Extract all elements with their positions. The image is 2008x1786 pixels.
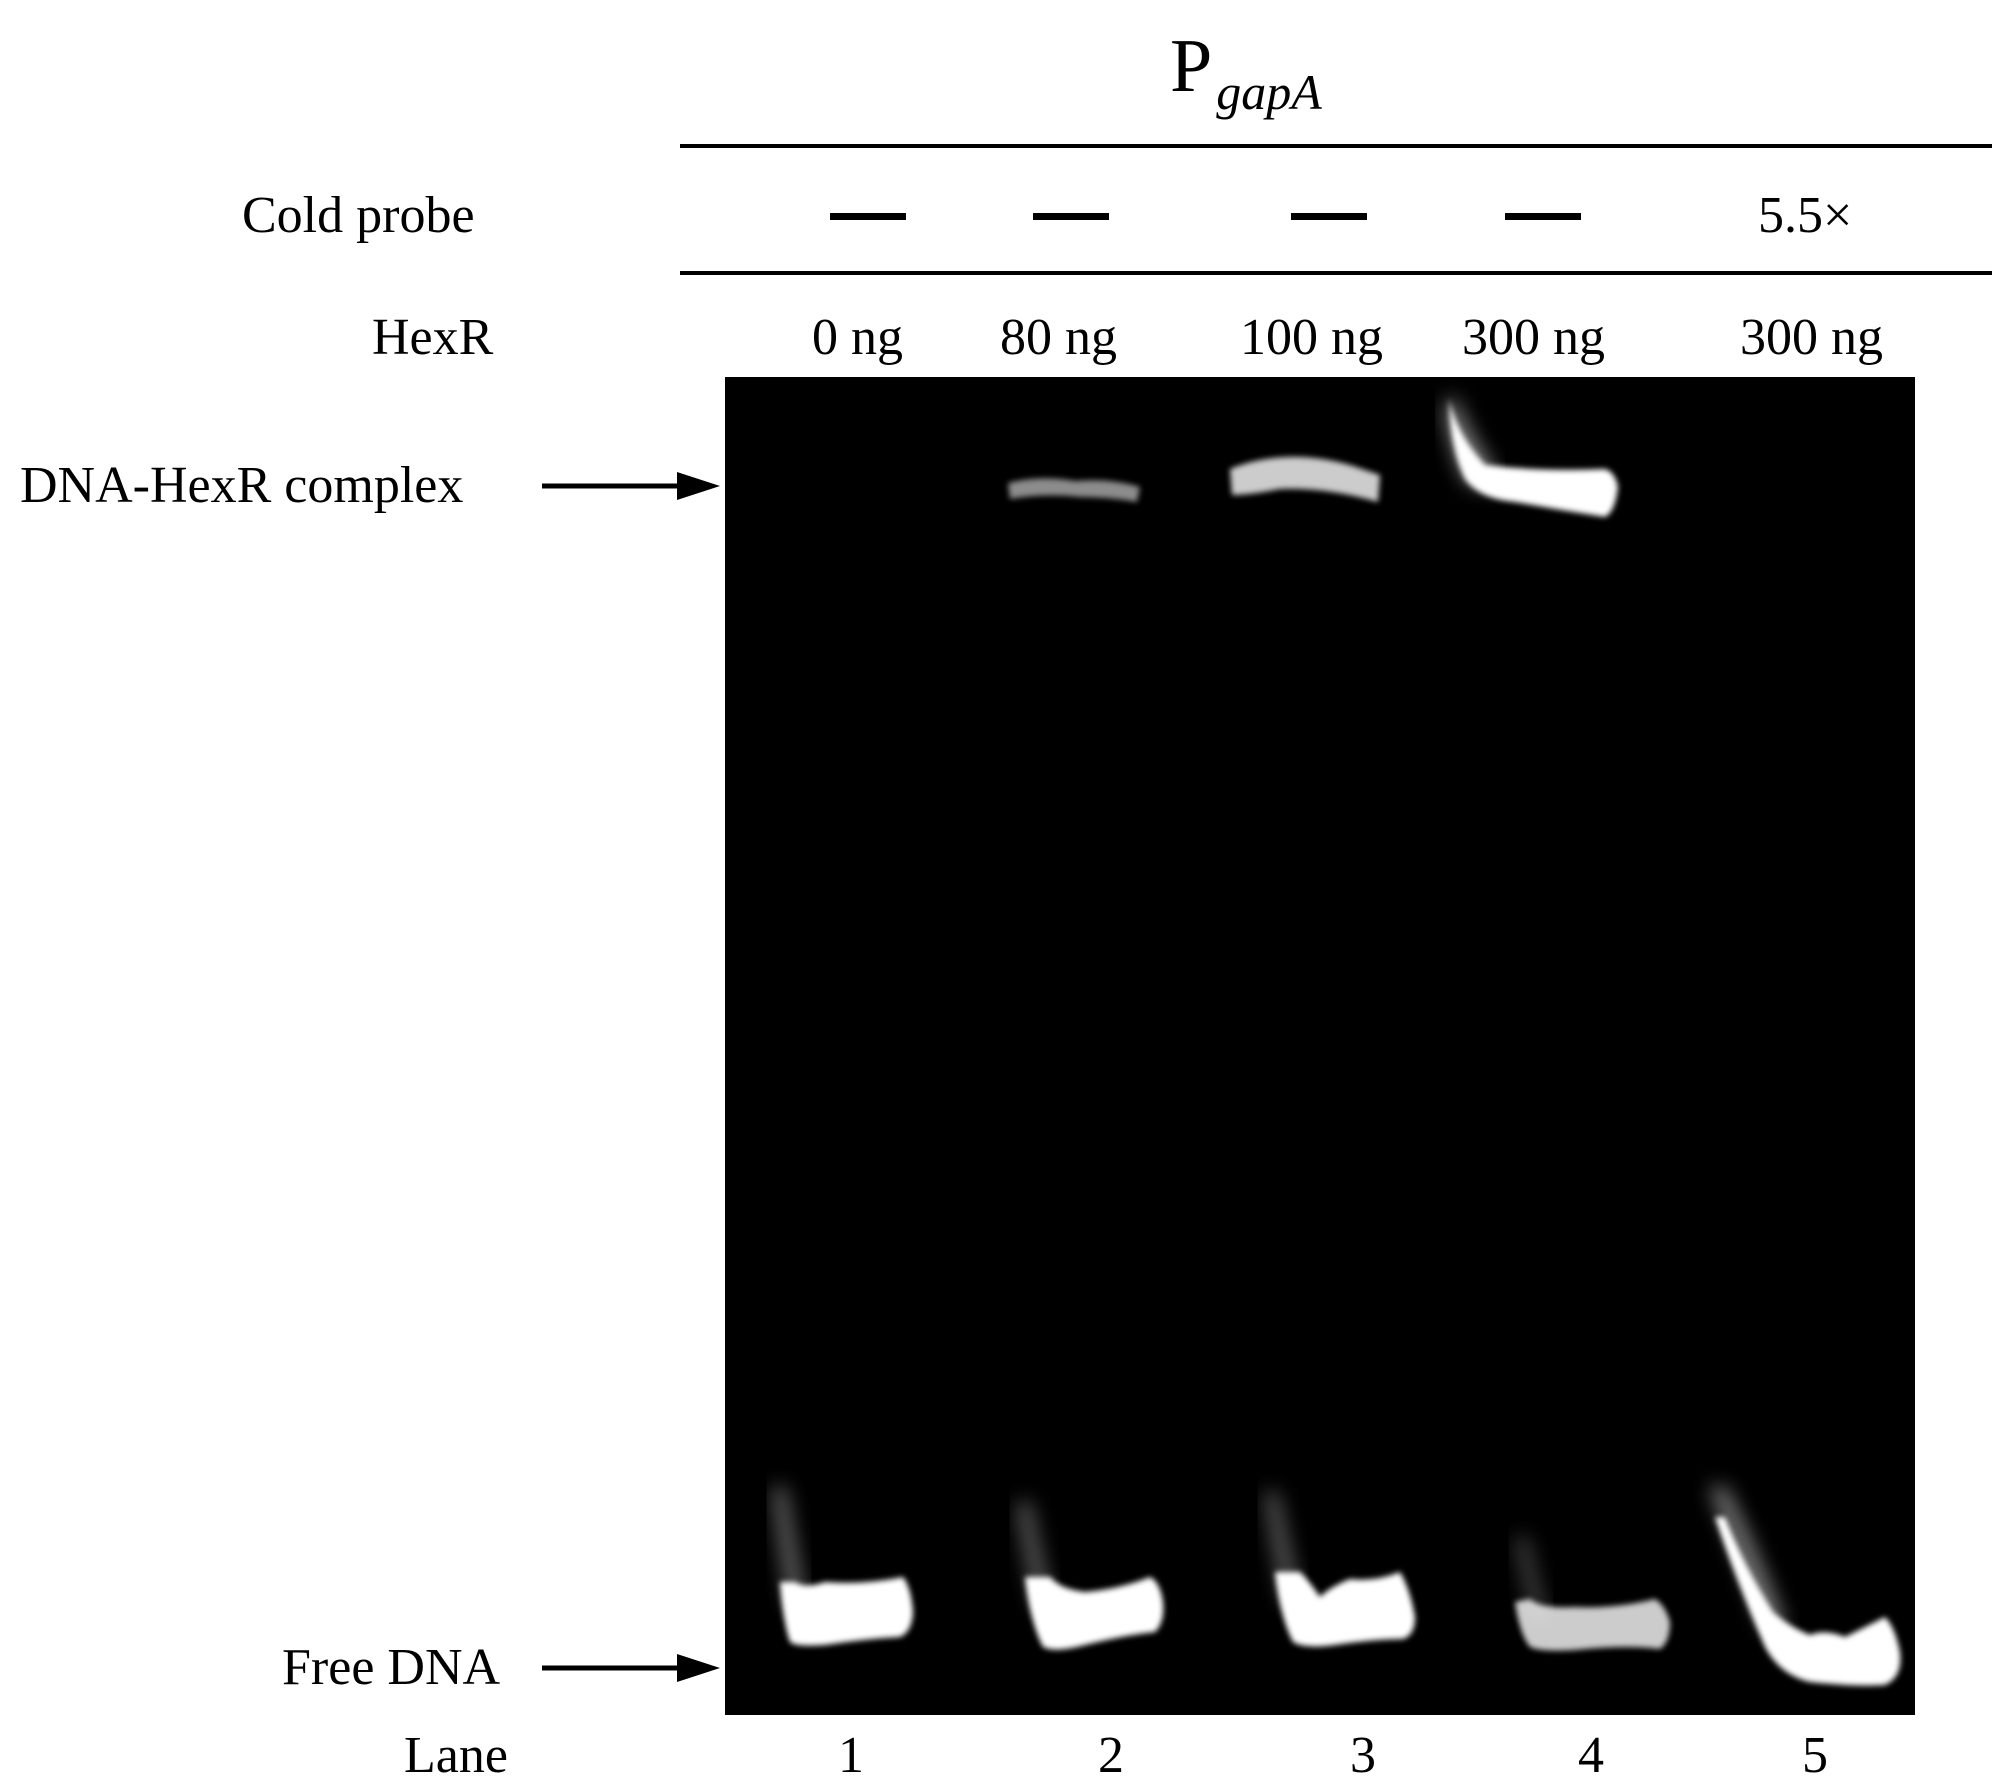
gel-bands: [773, 395, 1901, 1686]
lane-number-1: 1: [838, 1727, 864, 1784]
complex-band-lane-3: [1230, 456, 1380, 502]
cold-probe-dash-lane-2: [1033, 213, 1109, 220]
hexr-label: HexR: [372, 309, 494, 366]
free-band-lane-5: [1715, 1517, 1901, 1686]
free-band-lane-2: [1025, 1577, 1164, 1650]
complex-band-lane-4: [1449, 399, 1618, 517]
probe-title-main: P: [1170, 24, 1213, 108]
free-band-lane-4: [1515, 1599, 1670, 1651]
free-band-lane-3: [1275, 1572, 1415, 1647]
hexr-amount-lane-3: 100 ng: [1240, 309, 1383, 366]
hexr-amount-lane-5: 300 ng: [1740, 309, 1883, 366]
header-top-line: [680, 144, 1992, 148]
lane-number-2: 2: [1098, 1727, 1124, 1784]
hexr-amount-lane-1: 0 ng: [812, 309, 903, 366]
hexr-amount-lane-4: 300 ng: [1462, 309, 1605, 366]
cold-probe-dash-lane-3: [1291, 213, 1367, 220]
cold-probe-label: Cold probe: [242, 187, 475, 244]
lane-number-3: 3: [1350, 1727, 1376, 1784]
free-band-lane-1: [780, 1577, 913, 1646]
lane-number-5: 5: [1802, 1727, 1828, 1784]
complex-arrow-icon: [542, 472, 720, 500]
complex-band-lane-2: [1008, 478, 1140, 502]
free-dna-arrow-icon: [542, 1654, 720, 1682]
cold-probe-dash-lane-1: [830, 213, 906, 220]
complex-marker-label: DNA-HexR complex: [20, 457, 464, 514]
lane-label: Lane: [404, 1727, 508, 1784]
cold-probe-value-lane-5: 5.5×: [1758, 187, 1853, 244]
probe-title: PgapA: [1170, 28, 1322, 117]
hexr-amount-lane-2: 80 ng: [1000, 309, 1117, 366]
free-smear-lane-1: [773, 1487, 805, 1607]
gel-image: [725, 377, 1915, 1715]
free-smear-lane-4: [1515, 1537, 1547, 1617]
cold-probe-dash-lane-4: [1505, 213, 1581, 220]
lane-number-4: 4: [1578, 1727, 1604, 1784]
free-dna-marker-label: Free DNA: [282, 1639, 501, 1696]
free-smear-lane-5: [1710, 1487, 1785, 1627]
header-bottom-line: [680, 271, 1992, 275]
probe-title-subscript: gapA: [1216, 64, 1322, 120]
